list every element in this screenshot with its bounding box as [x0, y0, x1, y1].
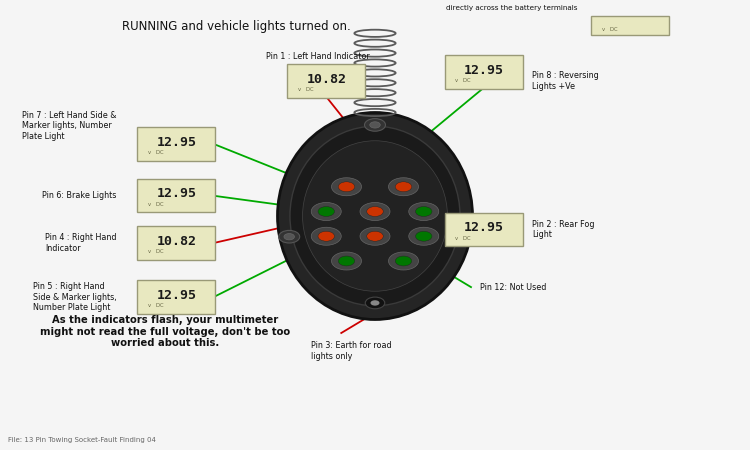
- Circle shape: [360, 227, 390, 245]
- FancyBboxPatch shape: [137, 226, 215, 260]
- FancyBboxPatch shape: [445, 55, 523, 89]
- Ellipse shape: [290, 126, 460, 306]
- Circle shape: [395, 182, 412, 192]
- Circle shape: [450, 230, 471, 243]
- Text: Pin 5 : Right Hand
Side & Marker lights,
Number Plate Light: Pin 5 : Right Hand Side & Marker lights,…: [33, 282, 116, 312]
- Circle shape: [367, 207, 383, 216]
- Text: File: 13 Pin Towing Socket-Fault Finding 04: File: 13 Pin Towing Socket-Fault Finding…: [8, 437, 155, 443]
- Circle shape: [455, 234, 466, 240]
- Circle shape: [338, 256, 355, 266]
- Text: Pin 4 : Right Hand
Indicator: Pin 4 : Right Hand Indicator: [45, 233, 116, 253]
- Text: 10.82: 10.82: [306, 72, 347, 86]
- FancyBboxPatch shape: [137, 280, 215, 314]
- Circle shape: [332, 178, 362, 196]
- Circle shape: [416, 207, 432, 216]
- Circle shape: [332, 252, 362, 270]
- Text: v   DC: v DC: [298, 87, 314, 92]
- Circle shape: [311, 202, 341, 220]
- Circle shape: [416, 231, 432, 241]
- Text: Pin 7 : Left Hand Side &
Marker lights, Number
Plate Light: Pin 7 : Left Hand Side & Marker lights, …: [22, 111, 116, 141]
- Circle shape: [365, 297, 385, 309]
- Text: 12.95: 12.95: [464, 221, 504, 234]
- Text: 12.95: 12.95: [156, 135, 196, 148]
- Circle shape: [395, 256, 412, 266]
- Text: directly across the battery terminals: directly across the battery terminals: [446, 5, 578, 11]
- FancyBboxPatch shape: [137, 127, 215, 161]
- Circle shape: [409, 227, 439, 245]
- Circle shape: [409, 202, 439, 220]
- Text: As the indicators flash, your multimeter
might not read the full voltage, don't : As the indicators flash, your multimeter…: [40, 315, 290, 348]
- Circle shape: [279, 230, 300, 243]
- Text: 12.95: 12.95: [464, 63, 504, 76]
- Text: Pin 8 : Reversing
Lights +Ve: Pin 8 : Reversing Lights +Ve: [532, 71, 599, 91]
- Text: v   DC: v DC: [148, 202, 164, 207]
- Circle shape: [388, 178, 418, 196]
- Circle shape: [370, 300, 380, 306]
- Circle shape: [360, 202, 390, 220]
- FancyBboxPatch shape: [287, 64, 365, 98]
- Circle shape: [311, 227, 341, 245]
- Text: v   DC: v DC: [602, 27, 617, 32]
- Text: v   DC: v DC: [148, 303, 164, 308]
- Circle shape: [284, 234, 295, 240]
- FancyBboxPatch shape: [591, 16, 669, 35]
- Text: 10.82: 10.82: [156, 234, 196, 248]
- Circle shape: [364, 119, 386, 131]
- Circle shape: [338, 182, 355, 192]
- Text: RUNNING and vehicle lights turned on.: RUNNING and vehicle lights turned on.: [122, 20, 350, 33]
- Circle shape: [318, 207, 334, 216]
- Circle shape: [370, 122, 380, 128]
- Ellipse shape: [278, 112, 472, 320]
- Text: v   DC: v DC: [148, 249, 164, 254]
- Text: Pin 6: Brake Lights: Pin 6: Brake Lights: [42, 191, 116, 200]
- Text: Pin 2 : Rear Fog
Light: Pin 2 : Rear Fog Light: [532, 220, 595, 239]
- Text: Pin 3: Earth for road
lights only: Pin 3: Earth for road lights only: [311, 341, 392, 361]
- Text: Pin 1 : Left Hand Indicator: Pin 1 : Left Hand Indicator: [266, 52, 370, 61]
- Circle shape: [367, 231, 383, 241]
- Text: Pin 12: Not Used: Pin 12: Not Used: [480, 284, 546, 292]
- Text: 12.95: 12.95: [156, 288, 196, 302]
- Text: v   DC: v DC: [455, 236, 471, 241]
- Ellipse shape: [302, 141, 448, 291]
- Circle shape: [318, 231, 334, 241]
- Text: v   DC: v DC: [455, 78, 471, 83]
- Circle shape: [388, 252, 418, 270]
- FancyBboxPatch shape: [445, 213, 523, 246]
- Text: v   DC: v DC: [148, 150, 164, 155]
- FancyBboxPatch shape: [137, 179, 215, 212]
- Text: 12.95: 12.95: [156, 187, 196, 200]
